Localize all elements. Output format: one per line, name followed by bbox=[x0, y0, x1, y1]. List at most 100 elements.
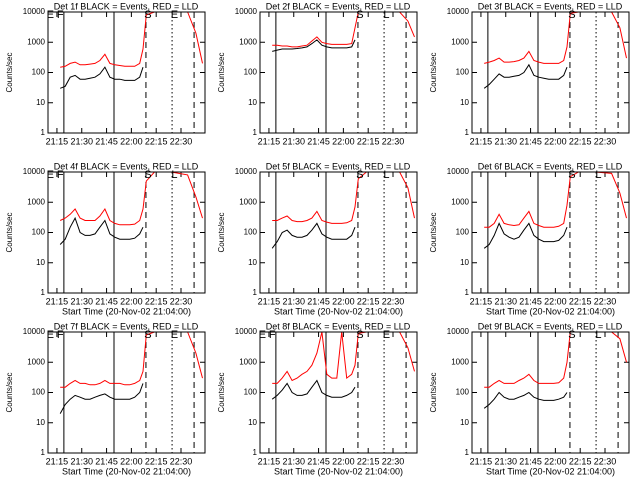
x-tick-label: 22:00 bbox=[544, 136, 567, 146]
y-tick-label: 100 bbox=[456, 228, 470, 237]
y-tick-label: 1 bbox=[465, 448, 470, 457]
series-line bbox=[483, 222, 568, 249]
y-tick-label: 1000 bbox=[27, 197, 45, 206]
y-tick-label: 1 bbox=[253, 288, 258, 297]
x-tick-label: 22:30 bbox=[170, 296, 193, 306]
x-tick-label: 22:30 bbox=[170, 456, 193, 466]
y-tick-label: 10000 bbox=[447, 327, 470, 336]
event-label: E bbox=[171, 9, 178, 21]
panel-title: Det 9f BLACK = Events, RED = LLD bbox=[478, 321, 623, 331]
x-axis-label: Start Time (20-Nov-02 21:04:00) bbox=[62, 306, 191, 316]
x-tick-label: 22:00 bbox=[544, 296, 567, 306]
y-tick-label: 1000 bbox=[239, 197, 257, 206]
y-axis-label: Counts/sec bbox=[429, 372, 438, 412]
x-tick-label: 21:15 bbox=[258, 136, 281, 146]
x-axis-label: Start Time (20-Nov-02 21:04:00) bbox=[486, 466, 615, 476]
y-tick-label: 100 bbox=[32, 68, 46, 77]
event-label: E bbox=[47, 9, 54, 21]
panel-title: Det 1f BLACK = Events, RED = LLD bbox=[54, 1, 199, 11]
series-line bbox=[59, 216, 144, 245]
x-tick-label: 21:15 bbox=[470, 136, 493, 146]
x-tick-label: 22:00 bbox=[332, 136, 355, 146]
x-tick-label: 22:00 bbox=[120, 296, 143, 306]
panel: Det 1f BLACK = Events, RED = LLD Counts/s… bbox=[5, 1, 206, 146]
y-axis-label: Counts/sec bbox=[5, 212, 14, 252]
x-tick-label: 22:15 bbox=[145, 136, 168, 146]
event-label: E bbox=[171, 329, 178, 341]
x-tick-label: 22:30 bbox=[382, 296, 405, 306]
event-label: L bbox=[383, 169, 389, 181]
series-line bbox=[484, 172, 627, 228]
x-tick-label: 22:30 bbox=[594, 456, 617, 466]
x-tick-label: 22:00 bbox=[120, 136, 143, 146]
y-axis-label: Counts/sec bbox=[429, 52, 438, 92]
event-label: S bbox=[356, 169, 363, 181]
x-tick-label: 21:15 bbox=[46, 296, 69, 306]
x-tick-label: 21:30 bbox=[70, 136, 93, 146]
plot-frame bbox=[47, 11, 206, 134]
y-tick-label: 10000 bbox=[235, 167, 258, 176]
y-tick-label: 10000 bbox=[235, 327, 258, 336]
x-tick-label: 21:45 bbox=[95, 296, 118, 306]
y-tick-label: 10 bbox=[36, 258, 45, 267]
panel: Det 8f BLACK = Events, RED = LLD Counts/s… bbox=[217, 321, 418, 476]
x-tick-label: 21:45 bbox=[307, 456, 330, 466]
y-tick-label: 100 bbox=[244, 388, 258, 397]
event-label: L bbox=[595, 329, 601, 341]
x-tick-label: 22:15 bbox=[145, 456, 168, 466]
y-tick-label: 1 bbox=[465, 128, 470, 137]
x-tick-label: 21:15 bbox=[258, 456, 281, 466]
y-tick-label: 10000 bbox=[447, 7, 470, 16]
x-tick-label: 21:30 bbox=[70, 296, 93, 306]
series-line bbox=[483, 63, 568, 89]
event-label: L bbox=[171, 169, 177, 181]
y-tick-label: 1 bbox=[465, 288, 470, 297]
x-tick-label: 22:00 bbox=[120, 456, 143, 466]
y-tick-label: 1 bbox=[41, 288, 46, 297]
x-tick-label: 22:00 bbox=[544, 456, 567, 466]
event-label: S bbox=[356, 329, 363, 341]
x-tick-label: 22:15 bbox=[569, 456, 592, 466]
event-label: L bbox=[595, 169, 601, 181]
y-tick-label: 1000 bbox=[239, 357, 257, 366]
x-tick-label: 21:45 bbox=[519, 136, 542, 146]
x-tick-label: 21:30 bbox=[282, 456, 305, 466]
panel: Det 7f BLACK = Events, RED = LLD Counts/s… bbox=[5, 321, 206, 476]
x-axis-label: Start Time (20-Nov-02 21:04:00) bbox=[62, 466, 191, 476]
series-line bbox=[483, 391, 568, 409]
x-tick-label: 22:30 bbox=[594, 136, 617, 146]
x-tick-label: 22:15 bbox=[357, 296, 380, 306]
plot-frame bbox=[47, 331, 206, 454]
event-label: F bbox=[57, 329, 64, 341]
y-axis-label: Counts/sec bbox=[217, 52, 226, 92]
y-tick-label: 10000 bbox=[235, 7, 258, 16]
series-line bbox=[271, 222, 356, 249]
event-label: E bbox=[47, 329, 54, 341]
y-tick-label: 100 bbox=[32, 388, 46, 397]
series-line bbox=[59, 172, 203, 226]
x-tick-label: 21:30 bbox=[494, 136, 517, 146]
event-label: S bbox=[144, 169, 151, 181]
y-axis-label: Counts/sec bbox=[5, 52, 14, 92]
event-label: F bbox=[57, 169, 64, 181]
panel: Det 2f BLACK = Events, RED = LLD Counts/s… bbox=[217, 1, 418, 146]
panel-title: Det 6f BLACK = Events, RED = LLD bbox=[478, 161, 623, 171]
x-tick-label: 21:15 bbox=[46, 456, 69, 466]
series-line bbox=[272, 39, 356, 52]
y-tick-label: 1 bbox=[253, 448, 258, 457]
plot-frame bbox=[471, 171, 630, 294]
y-tick-label: 1 bbox=[253, 128, 258, 137]
series-line bbox=[484, 332, 627, 388]
x-tick-label: 21:30 bbox=[282, 136, 305, 146]
y-tick-label: 1 bbox=[41, 448, 46, 457]
x-tick-label: 21:30 bbox=[282, 296, 305, 306]
y-axis-label: Counts/sec bbox=[5, 372, 14, 412]
y-tick-label: 10 bbox=[460, 258, 469, 267]
event-label: S bbox=[144, 329, 151, 341]
event-label: S bbox=[356, 9, 363, 21]
panel-title: Det 4f BLACK = Events, RED = LLD bbox=[54, 161, 199, 171]
y-tick-label: 10 bbox=[36, 98, 45, 107]
x-tick-label: 21:45 bbox=[307, 136, 330, 146]
y-tick-label: 10 bbox=[460, 98, 469, 107]
event-label: E bbox=[259, 329, 266, 341]
